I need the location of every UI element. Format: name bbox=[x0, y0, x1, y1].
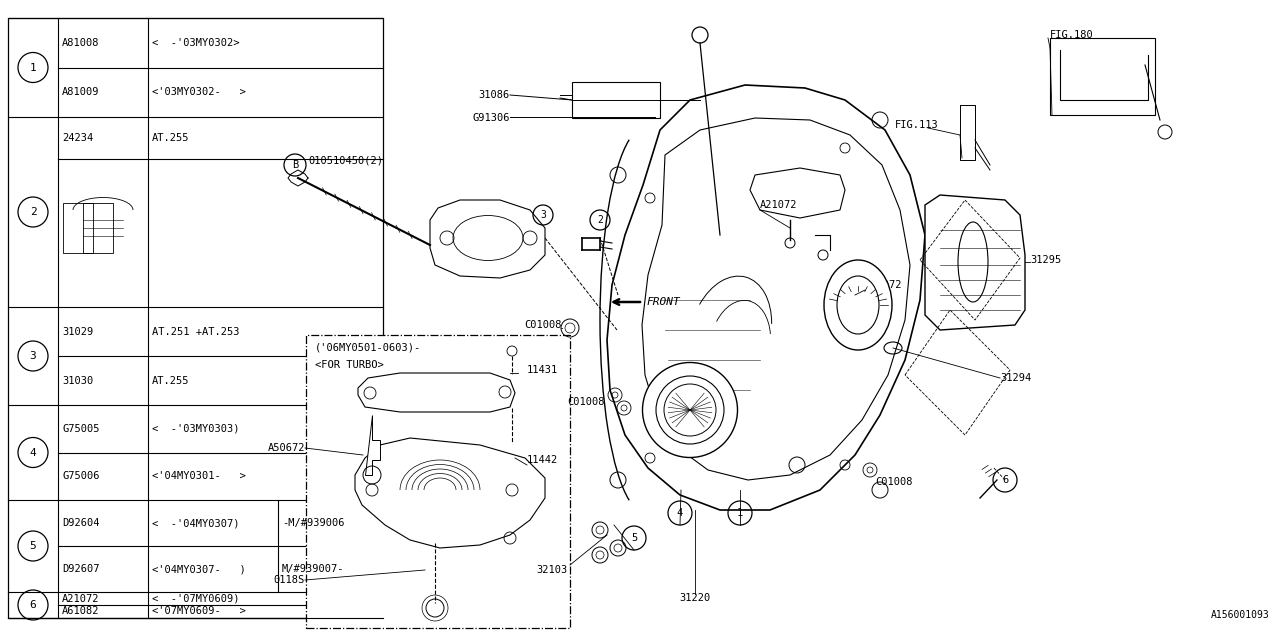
Text: 31029: 31029 bbox=[61, 326, 93, 337]
Text: A81009: A81009 bbox=[61, 87, 100, 97]
Text: ('06MY0501-0603)-: ('06MY0501-0603)- bbox=[315, 342, 421, 352]
Text: A21072: A21072 bbox=[865, 280, 902, 290]
Text: <  -'07MY0609): < -'07MY0609) bbox=[152, 593, 239, 604]
Text: <'03MY0302-   >: <'03MY0302- > bbox=[152, 87, 246, 97]
Text: A21072: A21072 bbox=[760, 200, 797, 210]
Text: 24234: 24234 bbox=[61, 133, 93, 143]
Text: 4: 4 bbox=[677, 508, 684, 518]
Text: 31294: 31294 bbox=[1000, 373, 1032, 383]
Text: C01008: C01008 bbox=[567, 397, 605, 407]
Text: 31295: 31295 bbox=[1030, 255, 1061, 265]
Text: <'04MY0307-   ): <'04MY0307- ) bbox=[152, 564, 246, 574]
Text: FIG.113: FIG.113 bbox=[895, 120, 938, 130]
Text: 31220: 31220 bbox=[680, 593, 710, 603]
PathPatch shape bbox=[365, 415, 380, 475]
Bar bbox=[572, 82, 660, 118]
Text: G91306: G91306 bbox=[472, 113, 509, 123]
Text: AT.255: AT.255 bbox=[152, 376, 189, 385]
Text: 010510450(2): 010510450(2) bbox=[308, 155, 383, 165]
Bar bbox=[306, 335, 570, 628]
Ellipse shape bbox=[643, 362, 737, 458]
Bar bbox=[63, 203, 93, 253]
Text: 3: 3 bbox=[540, 210, 547, 220]
Text: 1: 1 bbox=[737, 508, 744, 518]
Text: A21072: A21072 bbox=[61, 593, 100, 604]
Text: A156001093: A156001093 bbox=[1211, 610, 1270, 620]
Text: -M/#939006: -M/#939006 bbox=[282, 518, 344, 528]
Text: 31030: 31030 bbox=[61, 376, 93, 385]
Text: <'04MY0301-   >: <'04MY0301- > bbox=[152, 471, 246, 481]
Text: 11442: 11442 bbox=[527, 455, 558, 465]
PathPatch shape bbox=[607, 85, 925, 510]
Text: <FOR TURBO>: <FOR TURBO> bbox=[315, 360, 384, 370]
Text: <'07MY0609-   >: <'07MY0609- > bbox=[152, 607, 246, 616]
Text: 0118S: 0118S bbox=[274, 575, 305, 585]
Text: AT.255: AT.255 bbox=[152, 133, 189, 143]
Text: <  -'03MY0303): < -'03MY0303) bbox=[152, 424, 239, 434]
PathPatch shape bbox=[430, 200, 545, 278]
Text: C01008: C01008 bbox=[876, 477, 913, 487]
Text: A61082: A61082 bbox=[61, 607, 100, 616]
Bar bbox=[1050, 38, 1155, 115]
Text: FRONT: FRONT bbox=[646, 297, 680, 307]
Text: 5: 5 bbox=[29, 541, 36, 551]
Text: A50672: A50672 bbox=[268, 443, 305, 453]
Ellipse shape bbox=[824, 260, 892, 350]
Text: D92607: D92607 bbox=[61, 564, 100, 574]
Text: M/#939007-: M/#939007- bbox=[282, 564, 344, 574]
Bar bbox=[8, 18, 383, 618]
Text: A81008: A81008 bbox=[61, 38, 100, 48]
Text: 5: 5 bbox=[631, 533, 637, 543]
Text: B: B bbox=[292, 160, 298, 170]
PathPatch shape bbox=[355, 438, 545, 548]
Text: 3: 3 bbox=[29, 351, 36, 361]
Text: 31086: 31086 bbox=[479, 90, 509, 100]
Text: 6: 6 bbox=[1002, 475, 1009, 485]
Text: 11431: 11431 bbox=[527, 365, 558, 375]
Text: <  -'03MY0302>: < -'03MY0302> bbox=[152, 38, 239, 48]
PathPatch shape bbox=[925, 195, 1025, 330]
Text: 4: 4 bbox=[29, 447, 36, 458]
PathPatch shape bbox=[358, 373, 515, 412]
Text: <  -'04MY0307): < -'04MY0307) bbox=[152, 518, 239, 528]
Bar bbox=[83, 203, 113, 253]
Text: G75005: G75005 bbox=[61, 424, 100, 434]
Text: D92604: D92604 bbox=[61, 518, 100, 528]
Text: 1: 1 bbox=[29, 63, 36, 72]
Text: FIG.180: FIG.180 bbox=[1050, 30, 1093, 40]
Text: G75006: G75006 bbox=[61, 471, 100, 481]
Text: 6: 6 bbox=[29, 600, 36, 610]
Text: C01008: C01008 bbox=[525, 320, 562, 330]
Text: AT.251 +AT.253: AT.251 +AT.253 bbox=[152, 326, 239, 337]
Text: 2: 2 bbox=[596, 215, 603, 225]
Text: 32103: 32103 bbox=[536, 565, 568, 575]
Text: 2: 2 bbox=[29, 207, 36, 217]
